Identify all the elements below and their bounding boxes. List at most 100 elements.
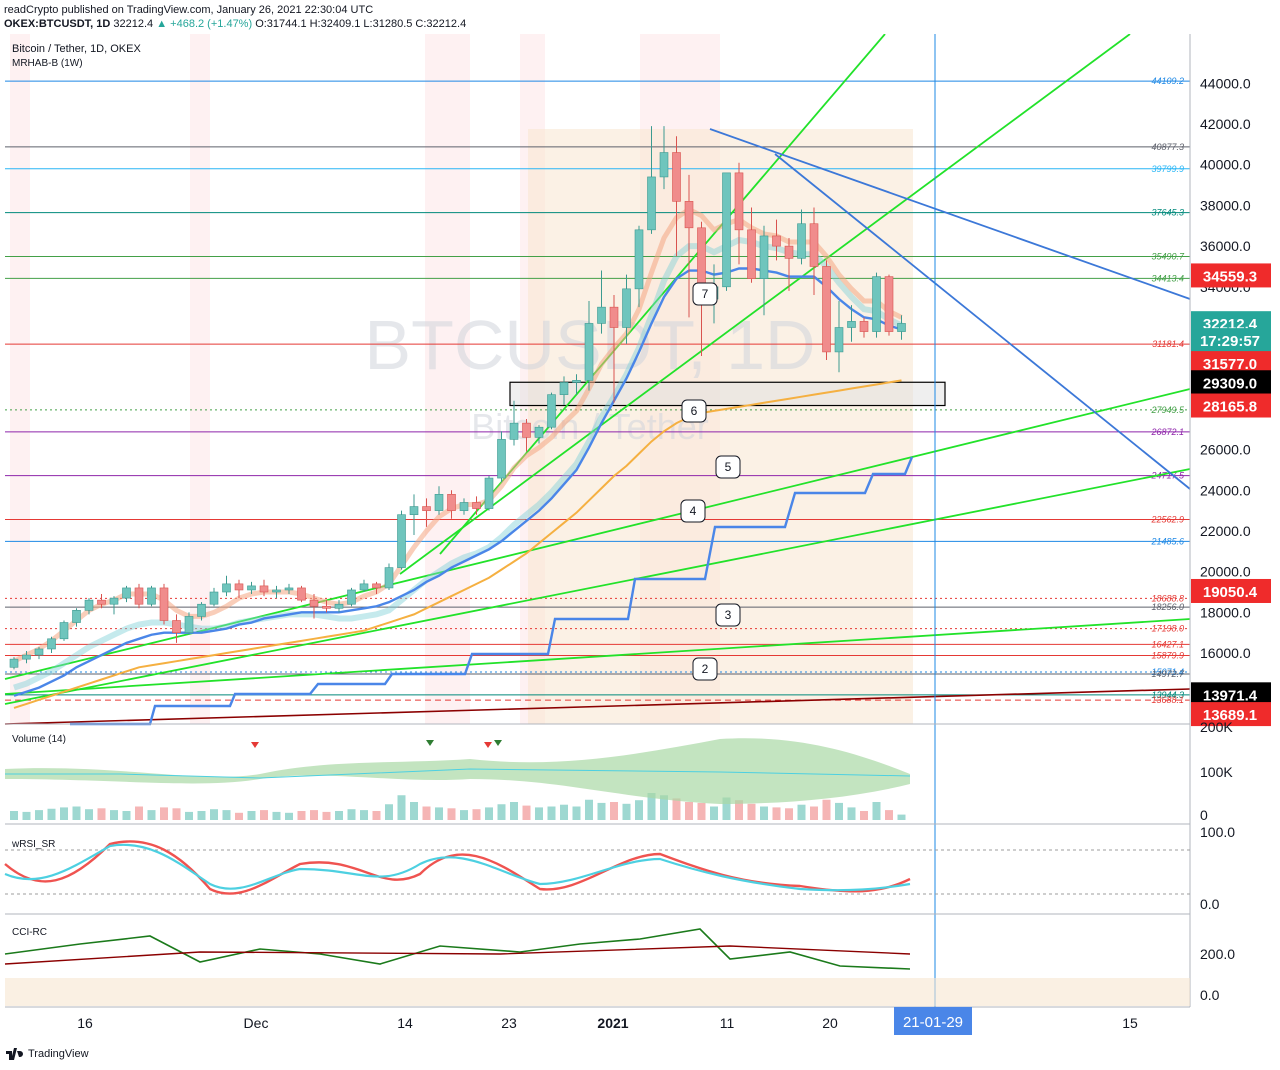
volume-bar — [297, 811, 306, 820]
volume-bar — [172, 808, 181, 820]
candle-body — [659, 152, 669, 178]
candle-body — [634, 229, 644, 290]
candle-body — [272, 589, 281, 593]
volume-bar — [247, 811, 256, 820]
level-label-9: 24717.5 — [1150, 471, 1185, 481]
volume-bar — [897, 814, 906, 820]
band-0 — [10, 34, 30, 724]
candle-body — [297, 587, 306, 601]
price-tick-12: 20000.0 — [1200, 564, 1251, 580]
time-tick-4: 2021 — [597, 1015, 628, 1031]
volume-bar — [235, 812, 243, 820]
candle-body — [772, 235, 781, 247]
volume-bar — [35, 810, 43, 820]
callout-box — [681, 399, 707, 423]
publish-line: readCrypto published on TradingView.com,… — [4, 4, 374, 16]
candle-body — [172, 620, 181, 633]
last-price: 32212.4 — [113, 18, 154, 30]
volume-bar — [835, 802, 843, 820]
volume-bar — [10, 811, 18, 820]
volume-bar — [197, 811, 206, 820]
candle-body — [897, 323, 906, 332]
volume-bar — [372, 811, 381, 820]
price-tick-1: 42000.0 — [1200, 116, 1251, 132]
level-label-5: 34413.4 — [1151, 273, 1184, 283]
volume-bar — [135, 806, 143, 820]
candle-body — [9, 658, 19, 668]
volume-tick-2: 0 — [1200, 807, 1208, 823]
candle-body — [284, 587, 294, 591]
brand-label: TradingView — [28, 1048, 89, 1060]
volume-bar — [185, 811, 193, 820]
price-tag-6: 19050.4 — [1191, 578, 1271, 603]
price-tag-label: 19050.4 — [1203, 584, 1258, 601]
candle-body — [872, 276, 881, 332]
time-tick-5: 11 — [720, 1015, 735, 1031]
volume-bar — [347, 809, 356, 820]
candle-body — [472, 502, 481, 509]
volume-signal-marker-0 — [251, 742, 259, 748]
volume-bar — [785, 808, 793, 820]
price-tick-3: 38000.0 — [1200, 197, 1251, 213]
price-tag-label: 29309.0 — [1203, 375, 1257, 392]
candle-body — [372, 583, 381, 589]
volume-bar — [672, 798, 681, 820]
tradingview-icon — [6, 1048, 23, 1060]
volume-bar — [522, 805, 531, 820]
candle-body — [209, 591, 219, 605]
candle-body — [397, 514, 406, 568]
volume-bars — [10, 793, 906, 820]
candle-body — [322, 605, 331, 609]
band-2 — [425, 34, 470, 724]
volume-bar — [697, 802, 706, 820]
candle-body — [334, 603, 344, 609]
volume-bar — [435, 807, 443, 820]
volume-bar — [47, 808, 56, 820]
callout-label: 3 — [725, 608, 732, 622]
volume-bar — [622, 803, 631, 820]
price-tag-box — [1191, 393, 1271, 418]
cci-line — [4, 928, 911, 970]
volume-bar — [685, 802, 693, 820]
volume-bar — [872, 802, 881, 820]
price-tick-2: 40000.0 — [1200, 157, 1251, 173]
candle-body — [809, 223, 819, 267]
chart-title: Bitcoin / Tether, 1D, OKEX — [12, 43, 141, 55]
callout-label: 6 — [691, 404, 698, 418]
current-date-label: 21-01-29 — [903, 1014, 963, 1031]
callout-box — [692, 657, 718, 681]
volume-bar — [385, 804, 393, 820]
footer: TradingView — [0, 1044, 1280, 1070]
price-tag-label: 28165.8 — [1203, 399, 1257, 416]
candle-body — [422, 506, 431, 511]
volume-bar — [360, 810, 368, 820]
time-tick-6: 20 — [822, 1015, 838, 1031]
volume-bar — [110, 810, 118, 820]
volume-bar — [447, 808, 456, 820]
candle-body — [522, 422, 531, 438]
candle-body — [622, 288, 631, 328]
candle-body — [822, 266, 831, 353]
level-label-16: 15879.9 — [1151, 650, 1184, 660]
time-tick-3: 23 — [501, 1015, 517, 1031]
volume-tick-0: 200K — [1200, 719, 1233, 735]
price-tag-box — [1191, 263, 1271, 288]
candle-body — [159, 587, 169, 621]
volume-signal-marker-3 — [494, 740, 502, 746]
candle-body — [309, 599, 319, 607]
trend-line-3 — [399, 34, 1131, 575]
time-tick-0: 16 — [77, 1015, 93, 1031]
candle-body — [597, 306, 606, 324]
candle-body — [722, 172, 731, 288]
time-tick-2: 14 — [397, 1015, 413, 1031]
candle-body — [147, 587, 156, 605]
tradingview-logo[interactable]: TradingView — [6, 1048, 89, 1060]
level-label-10: 22562.9 — [1150, 515, 1184, 525]
cci-tick-1: 0.0 — [1200, 987, 1220, 1003]
volume-ma — [5, 768, 911, 779]
volume-bar — [460, 810, 468, 820]
candle-body — [222, 583, 231, 593]
callout-label: 2 — [702, 662, 709, 676]
volume-bar — [260, 810, 268, 820]
